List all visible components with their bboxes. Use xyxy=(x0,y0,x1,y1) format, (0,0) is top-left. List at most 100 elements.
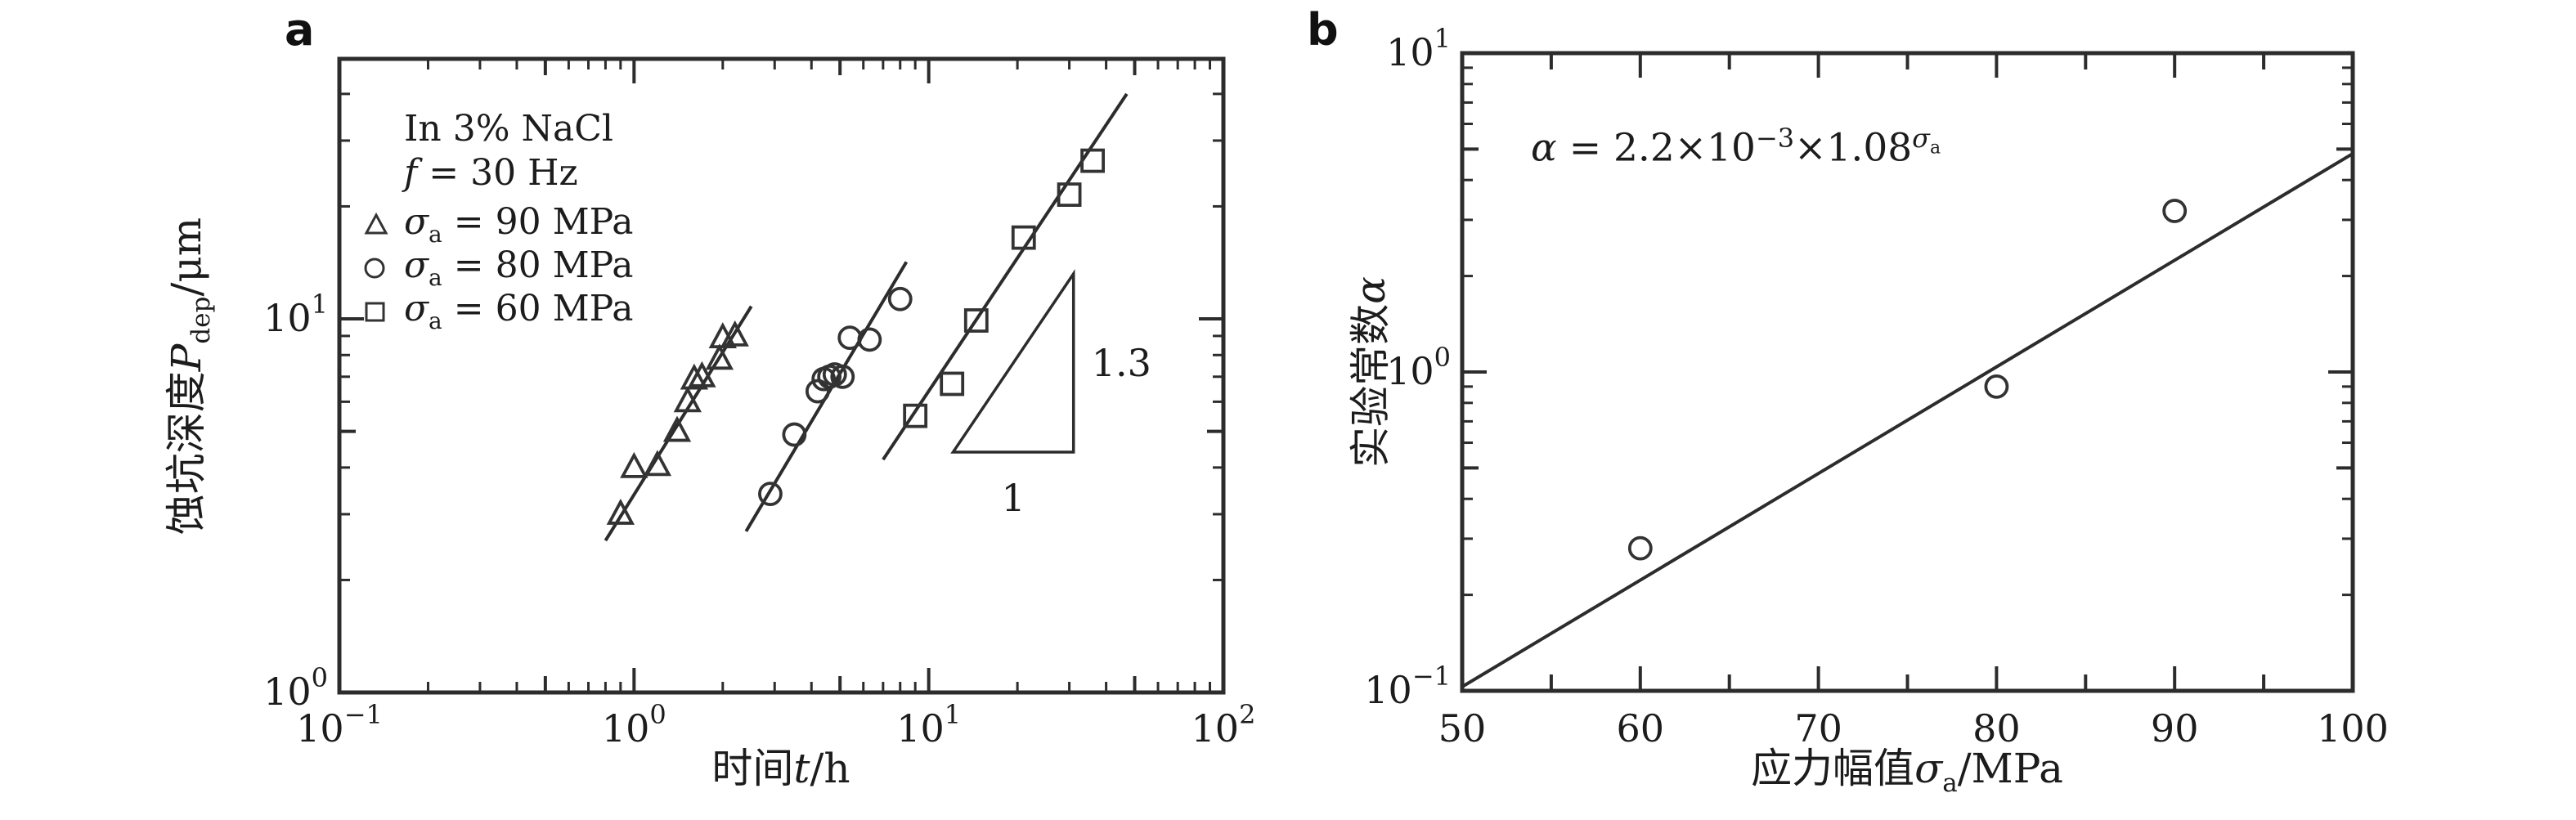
square-data-point xyxy=(1057,182,1082,207)
sigma-symbol: σ xyxy=(404,288,429,330)
xlabel-subscript: a xyxy=(1942,768,1958,798)
x-tick-label: 70 xyxy=(1794,706,1842,751)
legend-row-60mpa: σa = 60 MPa xyxy=(361,288,633,334)
panel-b-yaxis-title: 实验常数α xyxy=(1338,86,1394,658)
circle-data-point xyxy=(857,327,882,352)
square-data-point xyxy=(1080,148,1106,173)
series-circle xyxy=(1461,152,2354,688)
sigma-subscript: a xyxy=(429,220,442,248)
series-circle xyxy=(744,261,913,532)
ylabel-cjk: 实验常数 xyxy=(1347,303,1394,468)
x-tick-label: 80 xyxy=(1972,706,2021,751)
circle-data-point xyxy=(806,379,830,404)
legend-row-90mpa: σa = 90 MPa xyxy=(361,201,633,248)
axis-ticks xyxy=(1461,52,2354,692)
x-tick-label: 50 xyxy=(1438,706,1487,751)
circle-data-point xyxy=(758,482,783,507)
slope-run-label: 1 xyxy=(1001,476,1025,520)
ylabel-variable: α xyxy=(1347,276,1394,304)
x-tick-label: 60 xyxy=(1617,706,1665,751)
sigma-subscript: a xyxy=(429,307,442,334)
legend-90mpa-value: = 90 MPa xyxy=(442,201,634,244)
square-data-point xyxy=(903,403,928,428)
square-data-point xyxy=(940,371,965,397)
equation-sigma: σ xyxy=(1912,123,1930,154)
circle-data-point xyxy=(2162,199,2188,223)
legend-60mpa-value: = 60 MPa xyxy=(442,288,634,330)
y-tick-label: 100 xyxy=(263,662,328,714)
panel-b-plot: 50 60 70 80 90 100 10−1 100 101 xyxy=(1364,23,2389,751)
x-tick-label: 101 xyxy=(896,699,961,751)
equation-body: = 2.2×10 xyxy=(1556,125,1756,171)
y-tick-label: 101 xyxy=(263,289,328,340)
legend-line-environment: In 3% NaCl xyxy=(361,106,633,150)
triangle-data-point xyxy=(620,451,648,478)
series-square xyxy=(882,92,1129,461)
triangle-data-point xyxy=(673,386,702,413)
xlabel-cjk: 时间 xyxy=(711,745,794,792)
axis-ticks xyxy=(338,59,1225,694)
y-tick-label: 10−1 xyxy=(1364,661,1451,712)
legend-environment-text: In 3% NaCl xyxy=(404,107,613,150)
x-tick-label: 100 xyxy=(602,699,666,751)
panel-b-equation: α = 2.2×10−3×1.08σa xyxy=(1531,123,1941,171)
panel-a-legend: In 3% NaCl f = 30 Hz σa = 90 MPa σa = 80… xyxy=(361,106,633,334)
x-tick-label: 10−1 xyxy=(296,699,383,751)
circle-data-point xyxy=(830,364,855,389)
xlabel-variable: t xyxy=(793,745,810,792)
panel-b-xaxis-title: 应力幅值σa/MPa xyxy=(1621,736,2193,798)
equation-sigma-sub: a xyxy=(1930,137,1941,159)
equation-exponent-2: σa xyxy=(1912,123,1941,158)
xlabel-cjk: 应力幅值 xyxy=(1751,745,1915,792)
circle-data-point xyxy=(1627,535,1653,561)
triangle-data-point xyxy=(662,415,692,442)
square-marker-icon xyxy=(361,297,404,326)
x-tick-label: 102 xyxy=(1192,699,1256,751)
circle-data-point xyxy=(782,422,807,447)
triangle-data-point xyxy=(688,361,716,388)
circle-data-point xyxy=(1984,374,2009,399)
panel-a-letter: a xyxy=(285,4,315,56)
sigma-symbol: σ xyxy=(404,244,429,287)
triangle-data-point xyxy=(720,320,749,347)
fit-line xyxy=(882,92,1129,461)
triangle-data-point xyxy=(705,343,734,370)
y-tick-label: 101 xyxy=(1386,23,1451,74)
ylabel-subscript: dep xyxy=(186,296,216,344)
triangle-data-point xyxy=(606,498,635,525)
circle-data-point xyxy=(837,325,863,351)
legend-frequency-text: f = 30 Hz xyxy=(404,152,578,194)
ylabel-cjk: 蚀坑深度 xyxy=(163,371,210,535)
legend-80mpa-value: = 80 MPa xyxy=(442,244,634,287)
legend-row-80mpa: σa = 80 MPa xyxy=(361,244,633,291)
legend-80mpa-text: σa = 80 MPa xyxy=(404,244,633,291)
square-data-point xyxy=(963,308,989,333)
xlabel-unit: /MPa xyxy=(1957,745,2063,792)
triangle-data-point xyxy=(680,363,709,390)
equation-base: ×1.08 xyxy=(1794,125,1913,171)
fit-line xyxy=(1461,152,2354,688)
y-tick-label: 100 xyxy=(1386,342,1451,393)
panel-a-xaxis-title: 时间t/h xyxy=(536,736,1026,795)
sigma-symbol: σ xyxy=(404,201,429,244)
legend-line-frequency: f = 30 Hz xyxy=(361,150,633,195)
sigma-subscript: a xyxy=(429,263,442,291)
ylabel-unit: /μm xyxy=(163,217,210,297)
triangle-data-point xyxy=(643,450,672,477)
legend-90mpa-text: σa = 90 MPa xyxy=(404,201,633,248)
panel-b-letter: b xyxy=(1307,4,1339,56)
xlabel-unit: /h xyxy=(810,745,850,792)
circle-marker-icon xyxy=(361,253,404,283)
equation-alpha: α xyxy=(1531,125,1557,171)
frequency-variable: f xyxy=(404,151,418,194)
equation-exponent-1: −3 xyxy=(1755,123,1795,154)
square-data-point xyxy=(1011,225,1036,250)
axis-tick-labels: 50 60 70 80 90 100 10−1 100 101 xyxy=(1364,23,2389,751)
slope-rise-label: 1.3 xyxy=(1092,341,1151,385)
circle-data-point xyxy=(887,286,913,311)
legend-60mpa-text: σa = 60 MPa xyxy=(404,288,633,334)
